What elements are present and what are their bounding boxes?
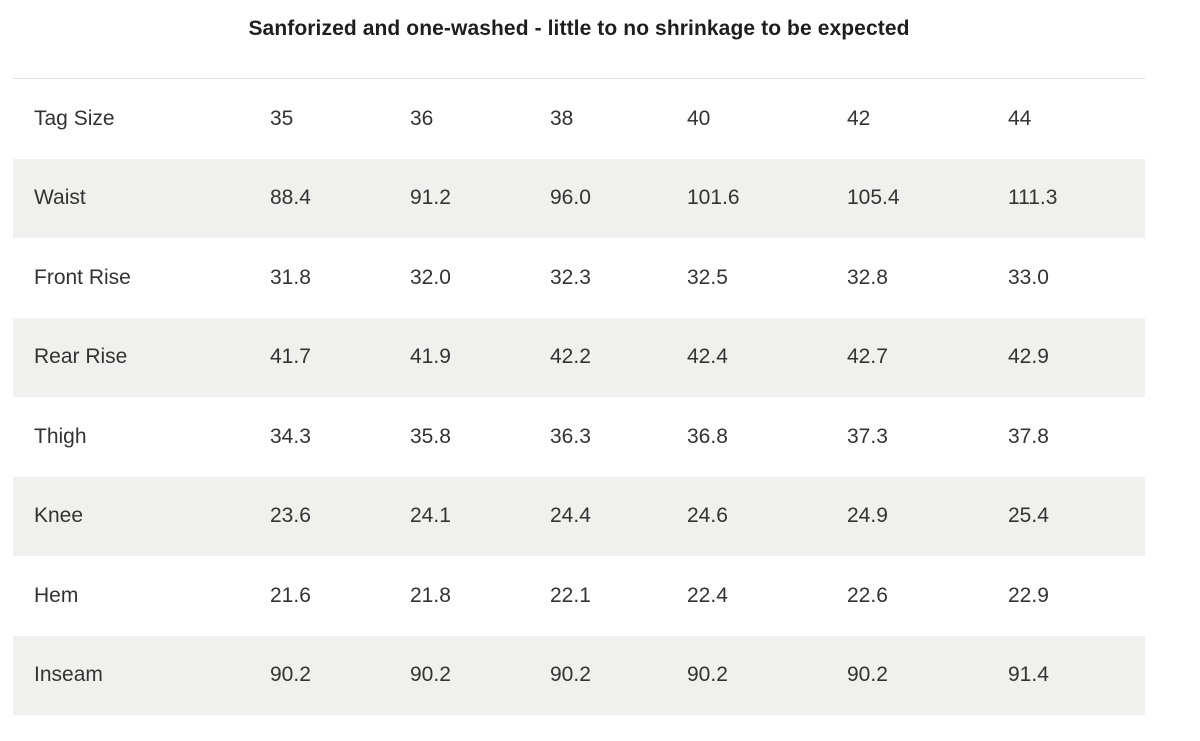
table-cell: 42.2: [550, 345, 591, 369]
table-cell: 36.8: [687, 424, 728, 448]
table-cell: 22.9: [1008, 583, 1049, 607]
table-row-inseam: Inseam 90.2 90.2 90.2 90.2 90.2 91.4: [13, 635, 1145, 715]
row-label: Thigh: [34, 424, 87, 448]
table-cell: 35.8: [410, 424, 451, 448]
table-cell: 42.7: [847, 345, 888, 369]
table-row-hem: Hem 21.6 21.8 22.1 22.4 22.6 22.9: [13, 556, 1145, 636]
row-label: Front Rise: [34, 265, 131, 289]
table-row-rear-rise: Rear Rise 41.7 41.9 42.2 42.4 42.7 42.9: [13, 317, 1145, 397]
table-cell: 91.2: [410, 186, 451, 210]
table-cell: 90.2: [687, 663, 728, 687]
table-cell: 42.4: [687, 345, 728, 369]
table-cell: 90.2: [270, 663, 311, 687]
table-cell: 111.3: [1008, 186, 1058, 210]
table-cell: 90.2: [550, 663, 591, 687]
table-cell: 24.4: [550, 504, 591, 528]
table-cell: 32.3: [550, 265, 591, 289]
row-label: Rear Rise: [34, 345, 128, 369]
table-cell: 37.3: [847, 424, 888, 448]
header-cell: 38: [550, 106, 574, 130]
table-cell: 24.1: [410, 504, 451, 528]
table-row-front-rise: Front Rise 31.8 32.0 32.3 32.5 32.8 33.0: [13, 238, 1145, 318]
table-cell: 37.8: [1008, 424, 1049, 448]
chart-title: Sanforized and one-washed - little to no…: [248, 17, 910, 40]
table-cell: 22.4: [687, 583, 728, 607]
header-cell: 35: [270, 106, 294, 130]
table-cell: 32.0: [410, 265, 451, 289]
table-cell: 24.6: [687, 504, 728, 528]
table-cell: 42.9: [1008, 345, 1049, 369]
table-cell: 25.4: [1008, 504, 1049, 528]
table-cell: 22.1: [550, 583, 591, 607]
header-label: Tag Size: [34, 106, 115, 130]
table-cell: 33.0: [1008, 265, 1049, 289]
row-label: Inseam: [34, 663, 103, 687]
row-label: Waist: [34, 186, 86, 210]
table-header-row: Tag Size 35 36 38 40 42 44: [13, 79, 1145, 159]
header-cell: 36: [410, 106, 434, 130]
table-row-waist: Waist 88.4 91.2 96.0 101.6 105.4 111.3: [13, 158, 1145, 238]
table-cell: 32.5: [687, 265, 728, 289]
table-cell: 34.3: [270, 424, 311, 448]
header-cell: 44: [1008, 106, 1032, 130]
table-cell: 31.8: [270, 265, 311, 289]
table-cell: 24.9: [847, 504, 888, 528]
table-cell: 22.6: [847, 583, 888, 607]
table-cell: 41.9: [410, 345, 451, 369]
row-label: Knee: [34, 504, 84, 528]
table-cell: 21.6: [270, 583, 311, 607]
table-cell: 101.6: [687, 186, 740, 210]
size-chart-container: Sanforized and one-washed - little to no…: [13, 15, 1145, 715]
table-cell: 91.4: [1008, 663, 1049, 687]
size-chart-table: Tag Size 35 36 38 40 42 44 Waist 88.4 91…: [13, 78, 1145, 715]
row-label: Hem: [34, 583, 79, 607]
table-cell: 90.2: [410, 663, 451, 687]
table-cell: 96.0: [550, 186, 591, 210]
table-cell: 23.6: [270, 504, 311, 528]
table-cell: 88.4: [270, 186, 311, 210]
table-cell: 21.8: [410, 583, 451, 607]
table-cell: 90.2: [847, 663, 888, 687]
header-cell: 40: [687, 106, 711, 130]
table-cell: 36.3: [550, 424, 591, 448]
table-cell: 41.7: [270, 345, 311, 369]
table-cell: 105.4: [847, 186, 900, 210]
table-row-thigh: Thigh 34.3 35.8 36.3 36.8 37.3 37.8: [13, 397, 1145, 477]
table-cell: 32.8: [847, 265, 888, 289]
table-row-knee: Knee 23.6 24.1 24.4 24.6 24.9 25.4: [13, 476, 1145, 556]
header-cell: 42: [847, 106, 871, 130]
